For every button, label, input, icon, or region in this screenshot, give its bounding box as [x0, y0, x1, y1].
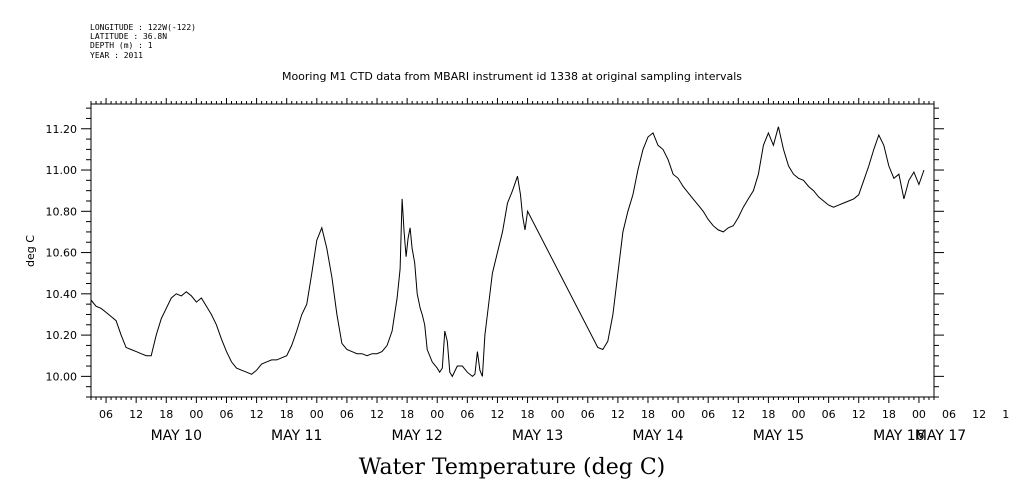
x-tick-label: 12 [852, 408, 866, 421]
x-tick-label: 06 [219, 408, 233, 421]
x-tick-label: 00 [792, 408, 806, 421]
metadata-longitude: LONGITUDE : 122W(-122) [90, 23, 196, 32]
series-line [90, 126, 925, 378]
metadata-depth: DEPTH (m) : 1 [90, 41, 153, 50]
day-label: MAY 11 [271, 428, 322, 444]
y-axis-label: deg C [24, 235, 37, 267]
day-label: MAY 12 [391, 428, 442, 444]
y-tick-label: 10.20 [46, 329, 78, 342]
x-tick-label: 12 [129, 408, 143, 421]
x-tick-label: 00 [671, 408, 685, 421]
y-tick-label: 11.00 [46, 164, 78, 177]
metadata-latitude: LATITUDE : 36.8N [90, 32, 167, 41]
x-tick-label: 00 [310, 408, 324, 421]
y-tick-labels: 10.00 10.20 10.40 10.60 10.80 11.00 11.20 [46, 123, 78, 384]
x-tick-label: 00 [551, 408, 565, 421]
day-label: MAY 17 [915, 428, 966, 444]
metadata-year: YEAR : 2011 [90, 51, 143, 60]
day-labels: MAY 10 MAY 11 MAY 12 MAY 13 MAY 14 MAY 15 MAY … [151, 428, 967, 444]
chart-title: Mooring M1 CTD data from MBARI instrumen… [282, 70, 742, 83]
x-tick-label: 12 [250, 408, 264, 421]
x-tick-label: 00 [430, 408, 444, 421]
x-tick-label: 12 [731, 408, 745, 421]
x-tick-label: 06 [822, 408, 836, 421]
x-tick-label: 18 [159, 408, 173, 421]
x-tick-label: 18 [400, 408, 414, 421]
x-tick-label: 06 [340, 408, 354, 421]
x-axis-label: Water Temperature (deg C) [359, 455, 666, 480]
x-tick-label: 06 [460, 408, 474, 421]
day-label: MAY 13 [512, 428, 563, 444]
x-tick-label: 18 [1002, 408, 1009, 421]
x-tick-label: 00 [912, 408, 926, 421]
day-label: MAY 10 [151, 428, 202, 444]
x-tick-label: 12 [370, 408, 384, 421]
y-tick-label: 10.00 [46, 370, 78, 383]
x-tick-label: 06 [942, 408, 956, 421]
x-tick-labels: 06 12 18 00 06 12 18 00 06 12 18 00 06 12 18 00 06 12 18 00… [99, 408, 1009, 421]
day-label: MAY 16 [873, 428, 924, 444]
x-tick-label: 18 [882, 408, 896, 421]
x-tick-label: 18 [641, 408, 655, 421]
x-tick-label: 06 [99, 408, 113, 421]
x-tick-label: 12 [611, 408, 625, 421]
day-label: MAY 14 [632, 428, 683, 444]
y-tick-label: 10.80 [46, 205, 78, 218]
day-label: MAY 15 [753, 428, 804, 444]
metadata-block: LONGITUDE : 122W(-122) LATITUDE : 36.8N … [90, 23, 196, 60]
x-tick-label: 06 [581, 408, 595, 421]
y-tick-label: 10.60 [46, 247, 78, 260]
x-tick-label: 00 [189, 408, 203, 421]
x-tick-label: 18 [280, 408, 294, 421]
tick-marks [81, 98, 944, 403]
x-tick-label: 12 [490, 408, 504, 421]
x-tick-label: 06 [701, 408, 715, 421]
x-tick-label: 18 [761, 408, 775, 421]
plot-frame [90, 103, 935, 398]
y-tick-label: 10.40 [46, 288, 78, 301]
y-tick-label: 11.20 [46, 123, 78, 136]
x-tick-label: 12 [972, 408, 986, 421]
x-tick-label: 18 [521, 408, 535, 421]
